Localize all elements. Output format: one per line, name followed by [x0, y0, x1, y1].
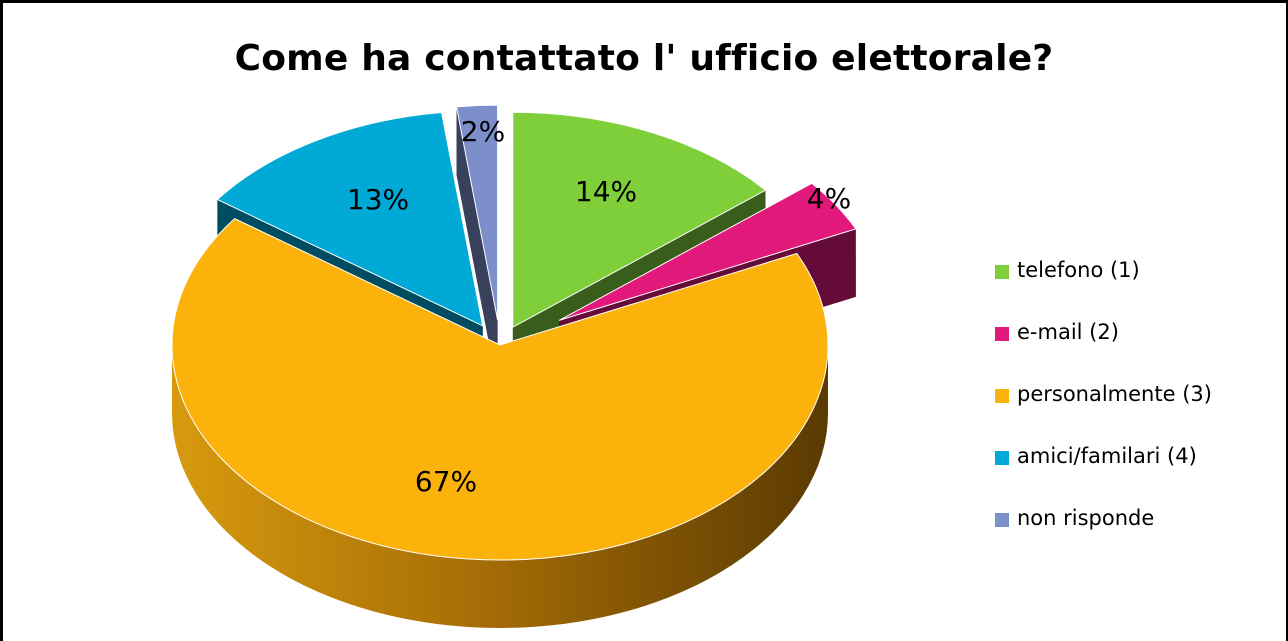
slice-e-mail-2	[558, 182, 857, 321]
slice-side-non-risponde-wall-start	[456, 106, 498, 389]
legend-label: amici/familari (4)	[1017, 444, 1197, 468]
slice-personalmente-3	[171, 218, 829, 561]
legend-swatch	[995, 327, 1009, 341]
data-label-personalmente-3: 67%	[415, 465, 477, 498]
legend-swatch	[995, 265, 1009, 279]
legend-label: non risponde	[1017, 506, 1155, 530]
data-label-e-mail-2: 4%	[807, 182, 851, 215]
legend-label: e-mail (2)	[1017, 320, 1119, 344]
legend-label: personalmente (3)	[1017, 382, 1212, 406]
legend-swatch	[995, 513, 1009, 527]
legend-swatch	[995, 451, 1009, 465]
chart-title: Come ha contattato l' ufficio elettorale…	[234, 38, 1054, 79]
data-label-amici-familari-4: 13%	[347, 183, 409, 216]
slice-side-personalmente-3-outer	[172, 345, 828, 628]
slice-non-risponde	[455, 104, 499, 321]
legend-swatch	[995, 389, 1009, 403]
slice-amici-familari-4	[216, 111, 484, 327]
slice-side-non-risponde	[456, 106, 498, 389]
slice-telefono-1	[512, 111, 767, 329]
legend-label: telefono (1)	[1017, 258, 1140, 282]
data-label-telefono-1: 14%	[575, 175, 637, 208]
data-label-non-risponde: 2%	[461, 115, 505, 148]
